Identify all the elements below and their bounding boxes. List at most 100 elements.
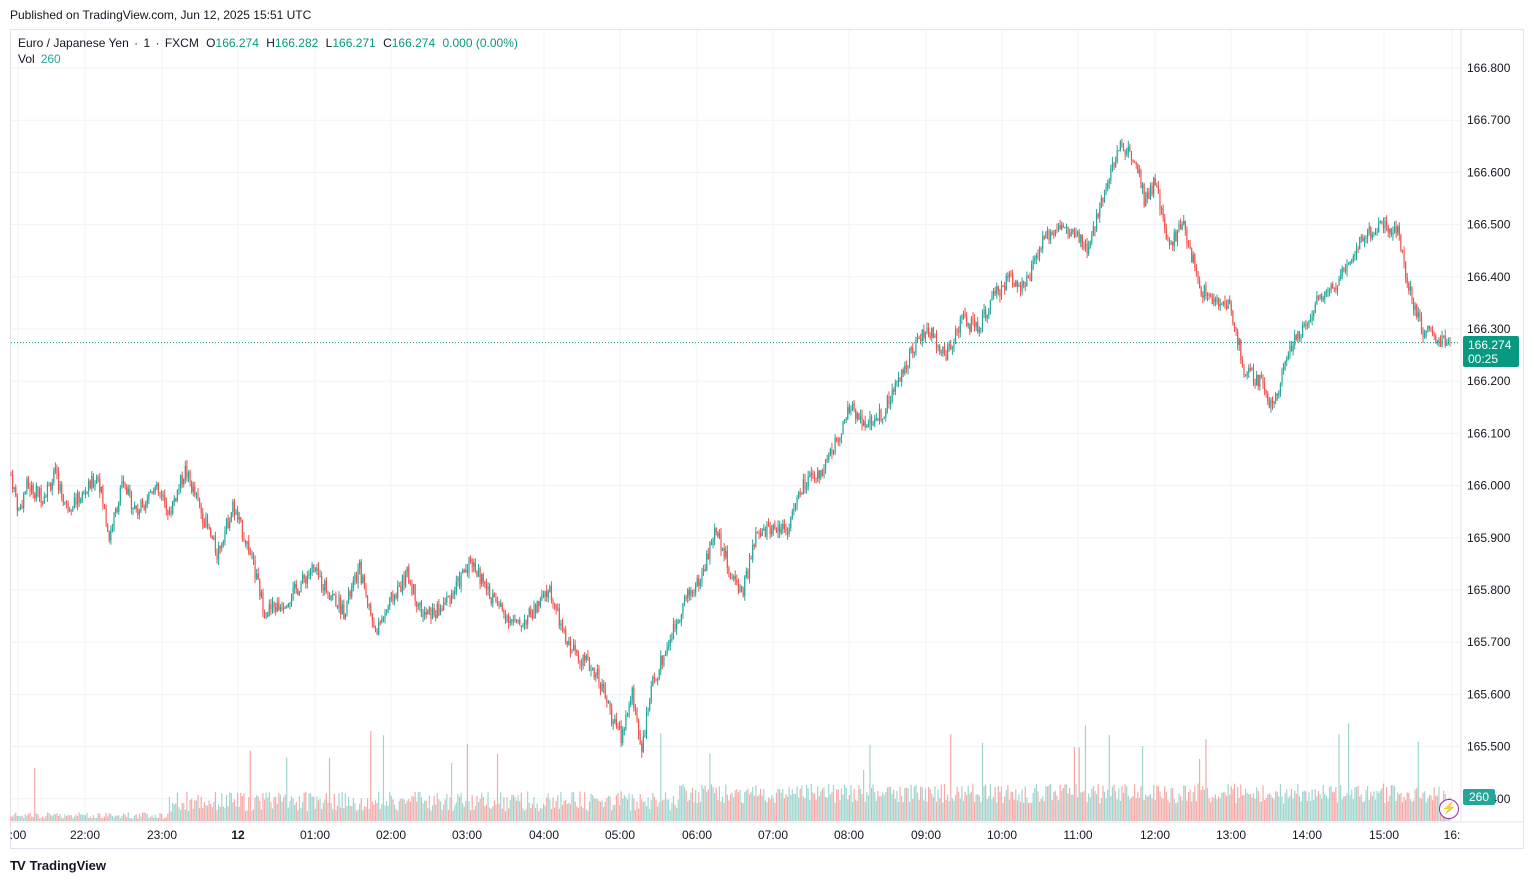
candle-body: [1076, 232, 1079, 234]
candle-body: [420, 602, 423, 617]
candle-body: [1435, 335, 1437, 341]
volume-bar: [1371, 796, 1373, 821]
candle-body: [1256, 374, 1258, 386]
volume-bar: [154, 814, 156, 821]
volume-bar: [156, 817, 158, 821]
candle-body: [1366, 231, 1369, 238]
volume-bar: [975, 794, 977, 821]
volume-bar: [1366, 786, 1369, 821]
candle-body: [929, 336, 931, 338]
candle-body: [798, 492, 800, 499]
volume-bar: [1408, 792, 1410, 821]
volume-bar: [251, 810, 253, 821]
volume-bar: [649, 809, 651, 821]
volume-bar: [1256, 787, 1258, 821]
candle-body: [88, 481, 90, 492]
volume-label[interactable]: Vol: [18, 52, 35, 66]
candle-body: [1143, 184, 1145, 206]
candle-body: [652, 677, 654, 686]
candle-body: [916, 337, 919, 341]
volume-bar: [604, 801, 606, 821]
volume-bar: [680, 785, 682, 821]
candle-body: [805, 486, 808, 490]
volume-bar: [512, 794, 514, 821]
candle-body: [286, 606, 288, 608]
chart-legend: Euro / Japanese Yen · 1 · FXCM O166.274 …: [18, 35, 518, 51]
candle-body: [330, 596, 332, 600]
time-tick-label: 11:00: [1063, 828, 1092, 842]
candle-body: [506, 615, 508, 622]
candle-body: [137, 509, 139, 515]
candle-body: [1168, 240, 1171, 245]
volume-bar: [1116, 799, 1118, 821]
candle-body: [317, 567, 320, 577]
volume-bar: [363, 806, 366, 821]
volume-bar: [53, 814, 55, 821]
volume-bar: [1189, 789, 1191, 821]
volume-bar: [50, 814, 52, 821]
candle-body: [100, 486, 102, 492]
candle-body: [162, 495, 164, 497]
candle-body: [127, 488, 129, 495]
volume-bar: [474, 806, 476, 821]
volume-bar: [1427, 798, 1429, 821]
volume-bar: [263, 799, 266, 821]
volume-bar: [1050, 783, 1052, 821]
volume-bar: [585, 809, 587, 821]
legend-symbol[interactable]: Euro / Japanese Yen: [18, 36, 129, 50]
lightning-icon[interactable]: ⚡: [1439, 799, 1459, 819]
volume-bar: [311, 796, 313, 821]
price-tick-label: 166.600: [1467, 165, 1511, 179]
volume-bar: [940, 784, 942, 821]
candle-body: [1175, 231, 1177, 242]
candle-body: [1089, 242, 1091, 247]
volume-bar: [1224, 792, 1226, 821]
candle-body: [1075, 232, 1077, 237]
tradingview-brand[interactable]: TV TradingView: [10, 858, 106, 873]
candle-body: [270, 604, 272, 610]
volume-bar: [758, 794, 760, 821]
candle-body: [1300, 336, 1302, 339]
candle-body: [1352, 255, 1354, 260]
volume-bar: [669, 810, 671, 821]
candle-body: [1007, 275, 1009, 278]
candle-body: [1181, 224, 1183, 230]
volume-bar: [222, 806, 224, 821]
volume-bar: [899, 786, 901, 821]
legend-low: 166.271: [332, 36, 376, 50]
candle-body: [116, 508, 118, 512]
candle-body: [1235, 328, 1237, 331]
price-axis: 166.800166.700166.600166.500166.400166.3…: [1467, 61, 1511, 806]
candle-body: [945, 354, 947, 360]
candle-body: [1276, 394, 1278, 396]
volume-bar: [110, 813, 112, 821]
candle-body: [553, 603, 556, 606]
volume-bar: [1341, 799, 1343, 821]
candle-body: [859, 415, 862, 420]
volume-bar: [595, 798, 597, 821]
volume-bar: [790, 795, 792, 821]
candle-body: [1080, 235, 1082, 243]
candle-body: [385, 609, 388, 613]
volume-bar: [1230, 786, 1232, 821]
candle-body: [86, 491, 88, 494]
volume-bar: [11, 816, 14, 821]
candle-body: [126, 486, 128, 495]
volume-bar: [1032, 792, 1034, 821]
candle-body: [766, 524, 768, 538]
volume-bar: [140, 816, 142, 821]
volume-bar: [165, 817, 167, 821]
candle-body: [650, 685, 652, 702]
candle-body: [97, 477, 99, 479]
candle-body: [294, 583, 296, 588]
candle-body: [1376, 232, 1378, 234]
volume-bar: [431, 805, 434, 821]
candle-body: [1081, 235, 1083, 247]
candle-body: [1004, 286, 1006, 291]
volume-bar: [836, 789, 838, 821]
candle-body: [756, 532, 759, 534]
candle-body: [1115, 162, 1117, 167]
candle-body: [1254, 382, 1256, 386]
volume-bar: [514, 797, 516, 821]
